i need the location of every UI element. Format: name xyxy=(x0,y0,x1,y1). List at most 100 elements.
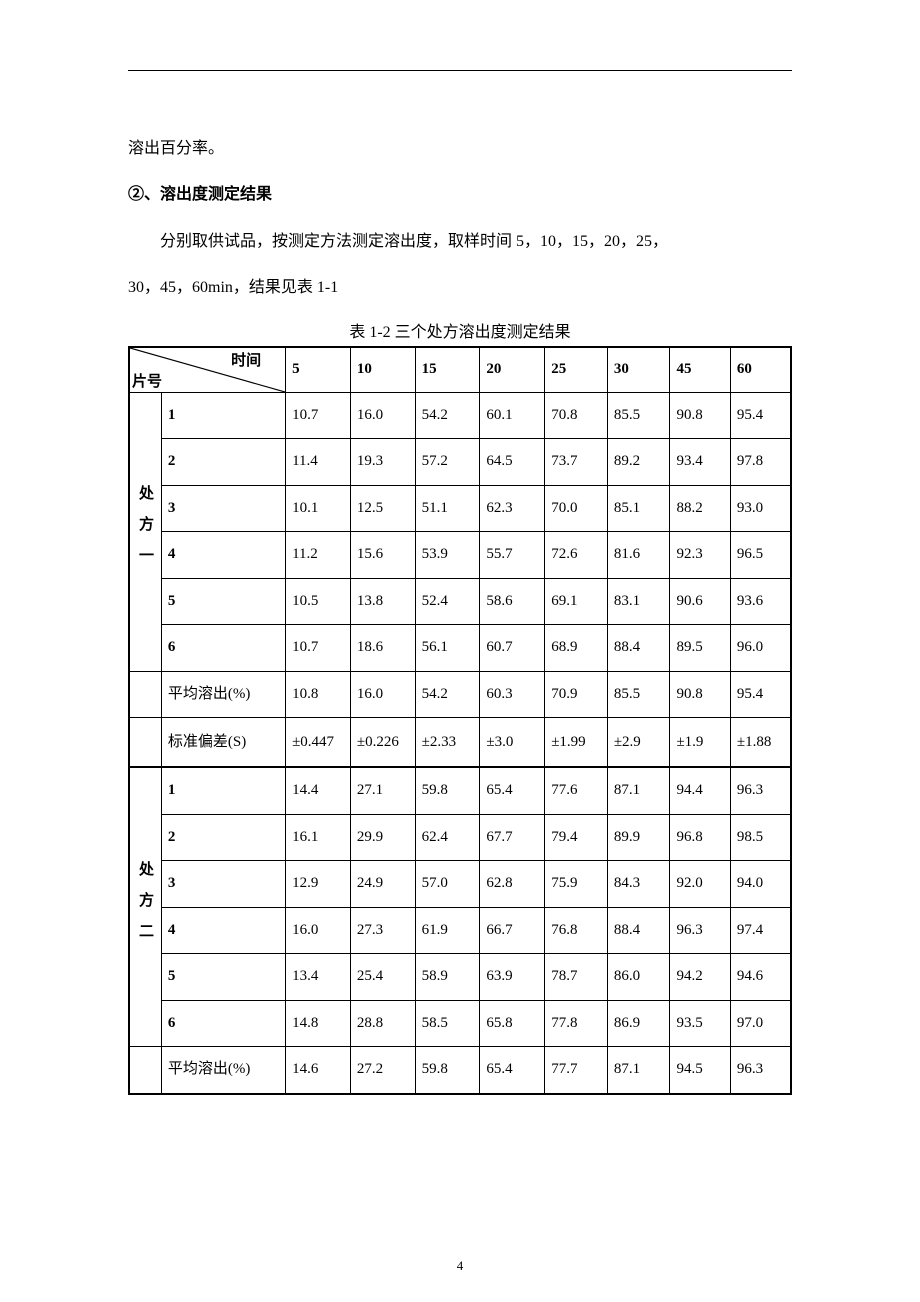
avg-cell: 77.7 xyxy=(545,1047,608,1094)
avg-cell: 96.3 xyxy=(730,1047,791,1094)
corner-header: 片号时间 xyxy=(129,347,286,393)
data-cell: 58.9 xyxy=(415,954,480,1001)
sd-cell: ±1.9 xyxy=(670,718,730,768)
table-caption: 表 1-2 三个处方溶出度测定结果 xyxy=(128,318,792,342)
data-cell: 96.8 xyxy=(670,814,730,861)
data-cell: 69.1 xyxy=(545,578,608,625)
sample-number: 1 xyxy=(161,767,285,814)
avg-cell: 90.8 xyxy=(670,671,730,718)
data-cell: 12.9 xyxy=(286,861,351,908)
table-row: 610.718.656.160.768.988.489.596.0 xyxy=(129,625,791,672)
data-cell: 11.4 xyxy=(286,439,351,486)
paragraph-line-2: 30，45，60min，结果见表 1-1 xyxy=(128,265,792,311)
data-cell: 62.3 xyxy=(480,485,545,532)
data-cell: 16.0 xyxy=(350,392,415,439)
group-label: 处方一 xyxy=(129,392,161,671)
data-cell: 12.5 xyxy=(350,485,415,532)
data-cell: 15.6 xyxy=(350,532,415,579)
data-cell: 96.5 xyxy=(730,532,791,579)
data-cell: 68.9 xyxy=(545,625,608,672)
data-cell: 97.4 xyxy=(730,907,791,954)
data-cell: 58.6 xyxy=(480,578,545,625)
data-cell: 96.0 xyxy=(730,625,791,672)
data-cell: 89.5 xyxy=(670,625,730,672)
data-cell: 61.9 xyxy=(415,907,480,954)
avg-cell: 14.6 xyxy=(286,1047,351,1094)
data-cell: 62.4 xyxy=(415,814,480,861)
data-cell: 87.1 xyxy=(607,767,670,814)
table-row: 513.425.458.963.978.786.094.294.6 xyxy=(129,954,791,1001)
time-header: 10 xyxy=(350,347,415,393)
data-cell: 51.1 xyxy=(415,485,480,532)
sd-cell: ±3.0 xyxy=(480,718,545,768)
sd-row: 标准偏差(S)±0.447±0.226±2.33±3.0±1.99±2.9±1.… xyxy=(129,718,791,768)
data-cell: 88.4 xyxy=(607,625,670,672)
sample-number: 4 xyxy=(161,532,285,579)
group-label-blank xyxy=(129,718,161,768)
time-header: 15 xyxy=(415,347,480,393)
average-row: 平均溶出(%)14.627.259.865.477.787.194.596.3 xyxy=(129,1047,791,1094)
data-cell: 10.5 xyxy=(286,578,351,625)
table-row: 216.129.962.467.779.489.996.898.5 xyxy=(129,814,791,861)
data-cell: 60.1 xyxy=(480,392,545,439)
data-cell: 92.3 xyxy=(670,532,730,579)
data-cell: 13.8 xyxy=(350,578,415,625)
sd-cell: ±1.99 xyxy=(545,718,608,768)
data-cell: 57.0 xyxy=(415,861,480,908)
sample-number: 2 xyxy=(161,814,285,861)
data-cell: 94.4 xyxy=(670,767,730,814)
data-cell: 95.4 xyxy=(730,392,791,439)
avg-cell: 54.2 xyxy=(415,671,480,718)
data-cell: 70.8 xyxy=(545,392,608,439)
lead-line: 溶出百分率。 xyxy=(128,126,792,172)
table-row: 处方一110.716.054.260.170.885.590.895.4 xyxy=(129,392,791,439)
data-cell: 90.8 xyxy=(670,392,730,439)
time-header: 30 xyxy=(607,347,670,393)
data-cell: 88.4 xyxy=(607,907,670,954)
data-cell: 90.6 xyxy=(670,578,730,625)
avg-cell: 85.5 xyxy=(607,671,670,718)
table-row: 312.924.957.062.875.984.392.094.0 xyxy=(129,861,791,908)
data-cell: 97.8 xyxy=(730,439,791,486)
data-cell: 93.5 xyxy=(670,1000,730,1047)
data-cell: 76.8 xyxy=(545,907,608,954)
sample-number: 4 xyxy=(161,907,285,954)
page-number: 4 xyxy=(0,1258,920,1274)
data-cell: 72.6 xyxy=(545,532,608,579)
data-cell: 89.2 xyxy=(607,439,670,486)
data-cell: 83.1 xyxy=(607,578,670,625)
data-cell: 94.2 xyxy=(670,954,730,1001)
data-cell: 27.3 xyxy=(350,907,415,954)
average-row: 平均溶出(%)10.816.054.260.370.985.590.895.4 xyxy=(129,671,791,718)
sd-cell: ±0.447 xyxy=(286,718,351,768)
data-cell: 59.8 xyxy=(415,767,480,814)
time-header: 25 xyxy=(545,347,608,393)
data-cell: 93.4 xyxy=(670,439,730,486)
sample-number: 1 xyxy=(161,392,285,439)
section-heading: ②、溶出度测定结果 xyxy=(128,172,792,218)
data-cell: 28.8 xyxy=(350,1000,415,1047)
sd-cell: ±1.88 xyxy=(730,718,791,768)
data-cell: 57.2 xyxy=(415,439,480,486)
data-cell: 81.6 xyxy=(607,532,670,579)
sample-number: 3 xyxy=(161,485,285,532)
sample-number: 5 xyxy=(161,578,285,625)
header-rule xyxy=(128,70,792,71)
avg-cell: 16.0 xyxy=(350,671,415,718)
data-cell: 24.9 xyxy=(350,861,415,908)
table-row: 614.828.858.565.877.886.993.597.0 xyxy=(129,1000,791,1047)
table-row: 510.513.852.458.669.183.190.693.6 xyxy=(129,578,791,625)
data-cell: 97.0 xyxy=(730,1000,791,1047)
data-cell: 16.1 xyxy=(286,814,351,861)
sample-number: 2 xyxy=(161,439,285,486)
sample-number: 5 xyxy=(161,954,285,1001)
data-cell: 79.4 xyxy=(545,814,608,861)
avg-cell: 70.9 xyxy=(545,671,608,718)
data-cell: 73.7 xyxy=(545,439,608,486)
sample-number: 6 xyxy=(161,1000,285,1047)
data-cell: 58.5 xyxy=(415,1000,480,1047)
data-cell: 65.4 xyxy=(480,767,545,814)
data-cell: 75.9 xyxy=(545,861,608,908)
avg-cell: 95.4 xyxy=(730,671,791,718)
data-cell: 56.1 xyxy=(415,625,480,672)
